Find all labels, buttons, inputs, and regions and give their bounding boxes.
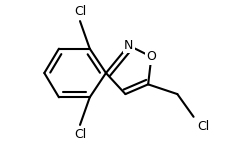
Text: Cl: Cl [74, 5, 86, 18]
Text: Cl: Cl [74, 128, 86, 141]
Text: N: N [124, 39, 133, 52]
Text: Cl: Cl [197, 120, 209, 133]
Text: O: O [146, 50, 156, 63]
